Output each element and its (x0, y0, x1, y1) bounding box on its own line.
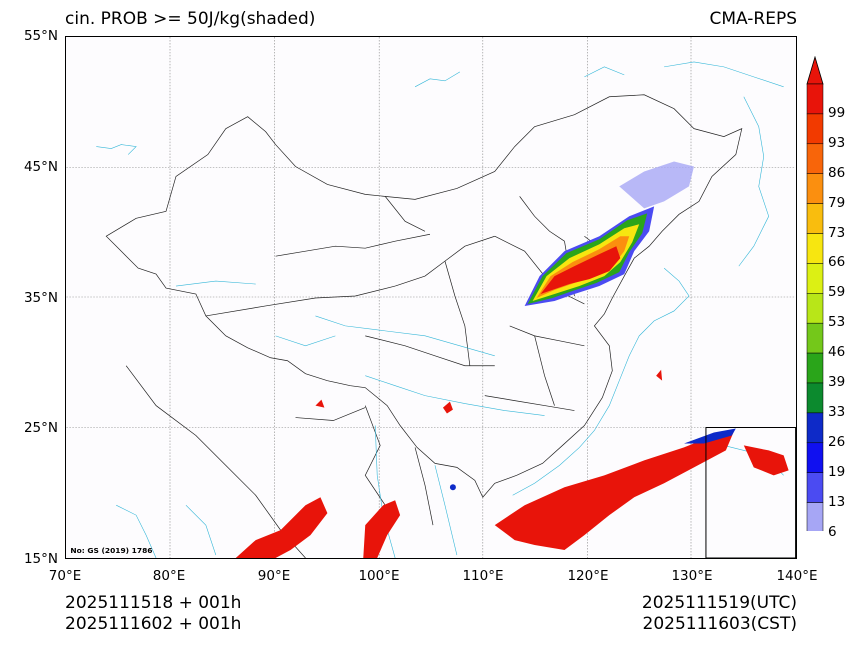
northeast-haze (619, 161, 694, 209)
map-panel: No: GS (2019) 1786 (65, 36, 797, 559)
footer-valid-cst: 2025111603(CST) (642, 614, 797, 634)
probability-shading (235, 161, 789, 558)
colorbar-segment (806, 472, 824, 503)
lat-label-15: 15°N (23, 551, 58, 567)
colorbar-tick-label: 99 (828, 104, 846, 121)
bay-of-bengal-1 (235, 497, 328, 558)
colorbar-tick-label: 46 (828, 344, 846, 361)
colorbar-segment (806, 83, 824, 115)
storm-cell-myanmar (315, 399, 325, 408)
colorbar-tick-label: 33 (828, 403, 846, 420)
colorbar-tick-label: 93 (828, 134, 846, 151)
colorbar-segment (806, 113, 824, 145)
lon-label-140: 140°E (776, 568, 818, 584)
colorbar-tick-label: 26 (828, 433, 846, 450)
colorbar-segment (806, 382, 824, 414)
lon-label-130: 130°E (671, 568, 713, 584)
storm-cell-guizhou (442, 401, 453, 414)
footer-init-times: 2025111518 + 001h 2025111602 + 001h (65, 593, 241, 635)
map-title: cin. PROB >= 50J/kg(shaded) (65, 9, 316, 29)
colorbar-segment (806, 442, 824, 473)
colorbar (806, 56, 824, 531)
colorbar-segment (806, 352, 824, 384)
footer-valid-utc: 2025111519(UTC) (641, 593, 797, 613)
footer-init-cst: 2025111602 + 001h (65, 614, 242, 634)
colorbar-tick-label: 86 (828, 164, 846, 181)
colorbar-tick-label: 59 (828, 284, 846, 301)
storm-cell-hainan (449, 484, 456, 491)
colorbar-tick-label: 66 (828, 254, 846, 271)
colorbar-over-triangle (806, 56, 824, 85)
lon-label-80: 80°E (152, 568, 186, 584)
graticule (66, 37, 796, 558)
colorbar-tick-label: 19 (828, 463, 846, 480)
colorbar-segment (806, 263, 824, 294)
china-border (105, 94, 743, 498)
coastlines-rivers (96, 61, 784, 558)
lat-label-55: 55°N (23, 28, 58, 44)
colorbar-tick-label: 73 (828, 224, 846, 241)
scs-band (494, 431, 734, 551)
scs-edge (684, 428, 736, 444)
footer-init-utc: 2025111518 + 001h (65, 593, 242, 613)
colorbar-segment (806, 412, 824, 444)
colorbar-tick-label: 79 (828, 194, 846, 211)
colorbar-tick-label: 53 (828, 314, 846, 331)
lon-label-120: 120°E (567, 568, 609, 584)
colorbar-segment (806, 203, 824, 234)
footer-valid-times: 2025111519(UTC) 2025111603(CST) (642, 593, 797, 635)
lat-label-35: 35°N (23, 290, 58, 306)
lat-label-45: 45°N (23, 159, 58, 175)
shandong-region-red (540, 246, 621, 295)
bay-of-bengal-2 (363, 500, 401, 558)
lat-label-25: 25°N (23, 420, 58, 436)
colorbar-tick-label: 6 (828, 523, 837, 540)
colorbar-tick-label: 13 (828, 493, 846, 510)
colorbar-segment (806, 502, 824, 531)
colorbar-segment (806, 233, 824, 264)
inset-red (743, 445, 789, 476)
colorbar-segment (806, 322, 824, 354)
colorbar-segment (806, 143, 824, 174)
lon-label-100: 100°E (358, 568, 400, 584)
map-attribution: No: GS (2019) 1786 (70, 546, 152, 555)
lon-label-90: 90°E (257, 568, 291, 584)
south-china-sea-inset (705, 427, 796, 558)
storm-cell-fujian (656, 369, 663, 381)
lon-label-70: 70°E (48, 568, 82, 584)
model-name: CMA-REPS (709, 9, 797, 29)
lon-label-110: 110°E (462, 568, 504, 584)
colorbar-segment (806, 173, 824, 204)
colorbar-tick-label: 39 (828, 374, 846, 390)
colorbar-segment (806, 293, 824, 324)
